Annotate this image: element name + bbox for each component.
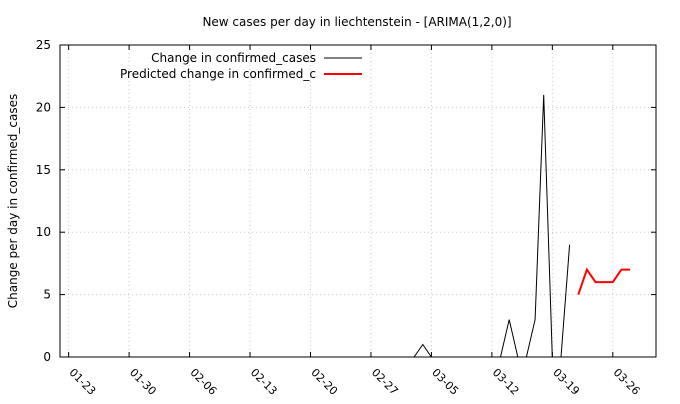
y-tick-label: 20: [36, 100, 51, 114]
plot-frame: [59, 44, 657, 358]
y-tick-label: 15: [36, 163, 51, 177]
y-tick-label: 10: [36, 225, 51, 239]
y-tick-label: 25: [36, 38, 51, 52]
legend: Change in confirmed_cases Predicted chang…: [120, 51, 362, 81]
series-line-2: [577, 267, 631, 295]
chart-title: New cases per day in liechtenstein - [AR…: [202, 15, 511, 29]
y-tick-label: 0: [43, 350, 51, 364]
y-tick-label: 5: [43, 288, 51, 302]
y-axis-label: Change per day in confirmed_cases: [6, 94, 20, 309]
legend-label-2: Predicted change in confirmed_c: [120, 67, 316, 81]
legend-label-1: Change in confirmed_cases: [151, 51, 316, 65]
